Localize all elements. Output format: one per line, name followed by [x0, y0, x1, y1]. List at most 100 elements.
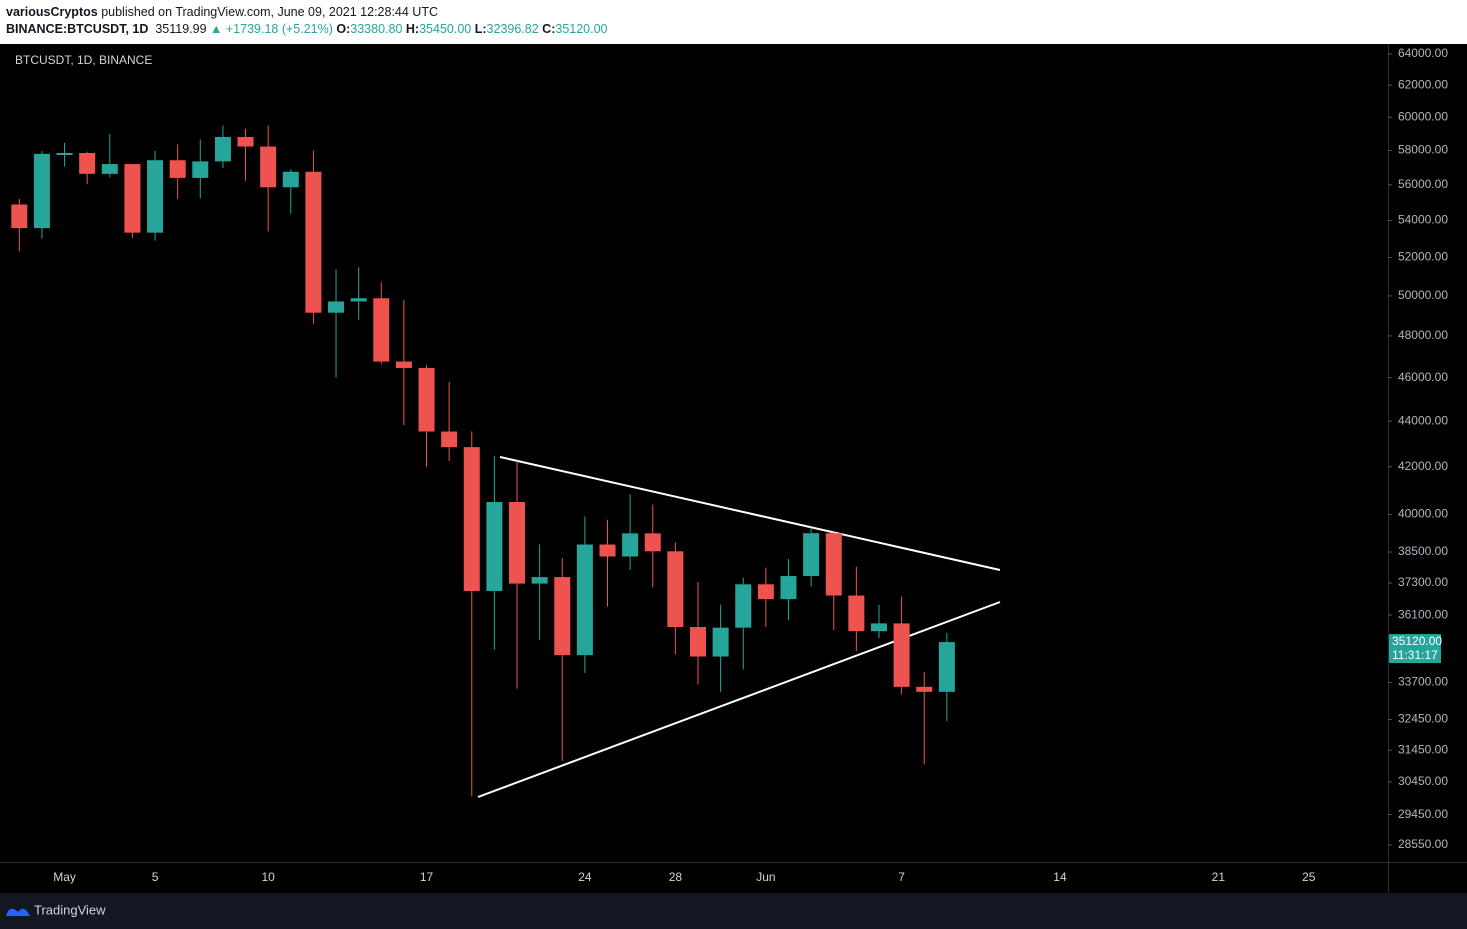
- y-tick-label: 30450.00: [1398, 774, 1448, 788]
- last-price-box: [1389, 634, 1441, 664]
- candle-body: [214, 136, 231, 162]
- candle-body: [486, 502, 503, 591]
- y-tick-label: 56000.00: [1398, 177, 1448, 191]
- candle-body: [395, 361, 412, 368]
- candle-body: [124, 164, 141, 233]
- candle-body: [101, 164, 118, 174]
- candle-body: [848, 595, 865, 632]
- candle-body: [509, 502, 526, 584]
- open: 33380.80: [350, 22, 403, 36]
- candle-body: [712, 627, 729, 657]
- x-tick-label: 24: [578, 870, 592, 884]
- candle-body: [757, 584, 774, 600]
- open-label: O:: [336, 22, 351, 36]
- y-tick-label: 32450.00: [1398, 712, 1448, 726]
- candle-body: [11, 204, 28, 229]
- close-label: C:: [542, 22, 556, 36]
- candle-body: [463, 447, 480, 591]
- quote-line: BINANCE:BTCUSDT, 1D 35119.99 ▲ +1739.18 …: [6, 22, 608, 36]
- x-tick-label: 21: [1212, 870, 1226, 884]
- y-tick-label: 58000.00: [1398, 143, 1448, 157]
- candle-body: [667, 551, 684, 628]
- high-label: H:: [405, 22, 420, 36]
- logo-icon: [6, 908, 30, 916]
- candle-body: [644, 533, 661, 552]
- candle-body: [79, 152, 96, 174]
- candle-body: [825, 533, 842, 596]
- low: 32396.82: [486, 22, 539, 36]
- candle-body: [531, 577, 548, 584]
- candle-body: [328, 301, 345, 313]
- x-tick-label: 10: [261, 870, 275, 884]
- candle-body: [282, 171, 299, 188]
- x-tick-label: 7: [898, 870, 905, 884]
- y-tick-label: 40000.00: [1398, 507, 1448, 521]
- price: 35119.99: [155, 22, 207, 36]
- candle-body: [690, 627, 706, 657]
- symbol-label: BTCUSDT, 1D, BINANCE: [15, 53, 152, 67]
- candle-body: [803, 533, 820, 577]
- candle-body: [260, 146, 277, 188]
- footer-brand: TradingView: [34, 902, 106, 917]
- countdown: 11:31:17: [1392, 648, 1438, 662]
- symbol: BINANCE:BTCUSDT, 1D: [6, 22, 149, 36]
- y-tick-label: 38500.00: [1398, 544, 1448, 558]
- y-tick-label: 33700.00: [1398, 675, 1448, 689]
- x-tick-label: 14: [1053, 870, 1067, 884]
- candle-body: [916, 686, 933, 692]
- y-tick-label: 48000.00: [1398, 328, 1448, 342]
- candle-body: [305, 171, 322, 313]
- candle-body: [938, 642, 955, 692]
- x-tick-label: 28: [669, 870, 683, 884]
- y-tick-label: 42000.00: [1398, 459, 1448, 473]
- candle-body: [147, 160, 164, 233]
- y-tick-label: 31450.00: [1398, 742, 1448, 756]
- candle-body: [373, 298, 390, 362]
- candle-body: [418, 367, 435, 432]
- candle-body: [554, 577, 571, 656]
- high: 35450.00: [419, 22, 472, 36]
- published: published on TradingView.com, June 09, 2…: [101, 5, 438, 19]
- low-label: L:: [474, 22, 487, 36]
- change: ▲ +1739.18 (+5.21%): [210, 22, 333, 36]
- x-tick-label: 5: [152, 870, 159, 884]
- x-tick-label: May: [53, 870, 76, 884]
- candle-body: [33, 153, 50, 229]
- y-tick-label: 50000.00: [1398, 288, 1448, 302]
- y-tick-label: 44000.00: [1398, 413, 1448, 427]
- candle-body: [192, 161, 209, 178]
- candle-body: [169, 160, 186, 178]
- trendline-upper: [499, 456, 1001, 571]
- candle-body: [893, 623, 910, 687]
- x-tick-label: Jun: [756, 870, 775, 884]
- y-tick-label: 60000.00: [1398, 109, 1448, 123]
- y-tick-label: 64000.00: [1398, 46, 1448, 60]
- publish-line: variousCryptos published on TradingView.…: [6, 5, 438, 19]
- logo: [6, 908, 30, 916]
- y-tick-label: 29450.00: [1398, 807, 1448, 821]
- candle-body: [350, 298, 367, 302]
- header: variousCryptos published on TradingView.…: [0, 0, 1467, 44]
- author: variousCryptos: [6, 5, 98, 19]
- y-tick-label: 52000.00: [1398, 250, 1448, 264]
- y-tick-label: 46000.00: [1398, 370, 1448, 384]
- last-price-label: 35120.00: [1392, 634, 1442, 648]
- candle-body: [441, 431, 458, 448]
- x-tick-label: 25: [1302, 870, 1316, 884]
- y-tick-label: 54000.00: [1398, 213, 1448, 227]
- y-tick-label: 36100.00: [1398, 607, 1448, 621]
- y-tick-label: 28550.00: [1398, 837, 1448, 851]
- trendline-lower: [477, 601, 1001, 798]
- candle-body: [735, 584, 752, 628]
- candle-body: [622, 533, 639, 557]
- candle-body: [780, 576, 797, 600]
- footer-bar: [0, 893, 1467, 929]
- y-tick-label: 37300.00: [1398, 575, 1448, 589]
- candle-body: [237, 136, 254, 147]
- close: 35120.00: [555, 22, 608, 36]
- candle-body: [56, 152, 73, 155]
- candle-body: [870, 623, 887, 632]
- x-tick-label: 17: [420, 870, 434, 884]
